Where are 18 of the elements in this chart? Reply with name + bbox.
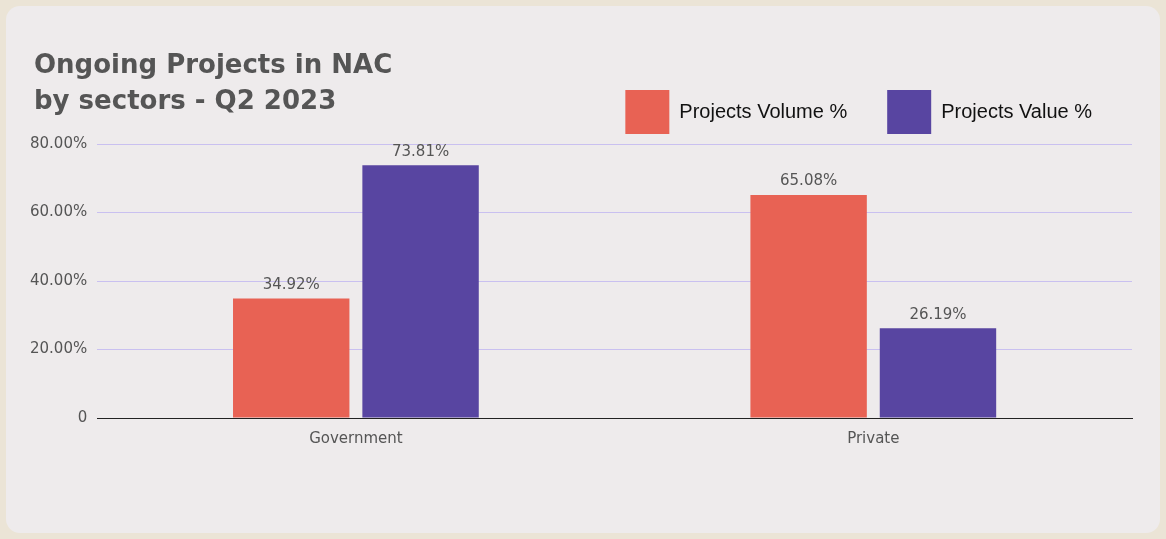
legend-label: Projects Volume % — [679, 99, 848, 122]
y-tick-label: 60.00% — [29, 202, 88, 221]
bar — [233, 298, 350, 418]
y-tick-label: 80.00% — [29, 133, 88, 152]
y-tick-label: 0 — [77, 407, 88, 426]
bar — [750, 195, 867, 418]
legend-label: Projects Value % — [941, 99, 1093, 122]
x-tick-label: Government — [309, 428, 403, 447]
x-tick-label: Private — [847, 428, 900, 447]
data-label: 26.19% — [909, 304, 967, 323]
data-label: 34.92% — [262, 274, 320, 293]
data-label: 73.81% — [391, 141, 450, 160]
bar — [362, 165, 479, 418]
y-tick-label: 20.00% — [29, 339, 88, 358]
bar — [879, 328, 997, 418]
chart-title: Ongoing Projects in NAC by sectors - Q2 2023 — [34, 48, 393, 117]
y-tick-label: 40.00% — [29, 270, 88, 289]
data-label: 65.08% — [780, 171, 838, 190]
